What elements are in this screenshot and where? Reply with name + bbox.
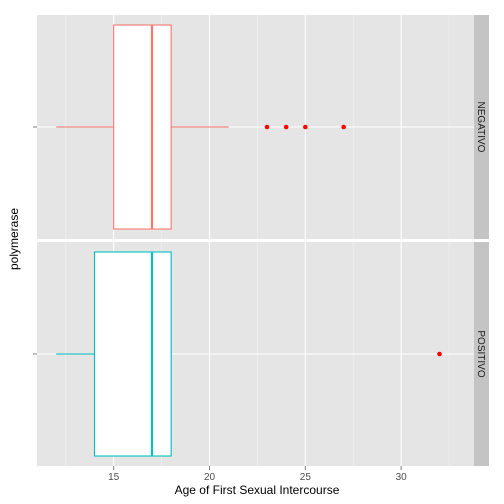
- x-axis-title: Age of First Sexual Intercourse: [175, 483, 340, 497]
- x-tick-label: 20: [204, 472, 216, 483]
- strip-label: NEGATIVO: [475, 102, 486, 153]
- x-axis: 15 20 25 30: [108, 466, 407, 483]
- outlier-point: [264, 124, 270, 130]
- y-axis: [33, 126, 37, 355]
- x-tick-label: 15: [108, 472, 120, 483]
- x-tick-label: 25: [300, 472, 312, 483]
- strip-positivo: POSITIVO: [474, 242, 489, 466]
- plot-panels: [37, 15, 474, 466]
- box: [113, 24, 172, 230]
- strip-label: POSITIVO: [475, 330, 486, 377]
- outlier-point: [341, 124, 346, 130]
- x-tick-label: 30: [396, 472, 408, 483]
- box: [93, 251, 172, 457]
- strip-background: [474, 242, 489, 466]
- strip-negativo: NEGATIVO: [474, 15, 489, 239]
- outlier-point: [303, 124, 308, 130]
- facet-strips: NEGATIVO POSITIVO: [474, 15, 489, 466]
- panel-negativo: [37, 15, 474, 239]
- outlier-point: [437, 351, 442, 357]
- outlier-point: [283, 124, 289, 130]
- panel-positivo: [37, 242, 474, 466]
- y-axis-title: polymerase: [7, 208, 21, 270]
- strip-background: [474, 15, 489, 239]
